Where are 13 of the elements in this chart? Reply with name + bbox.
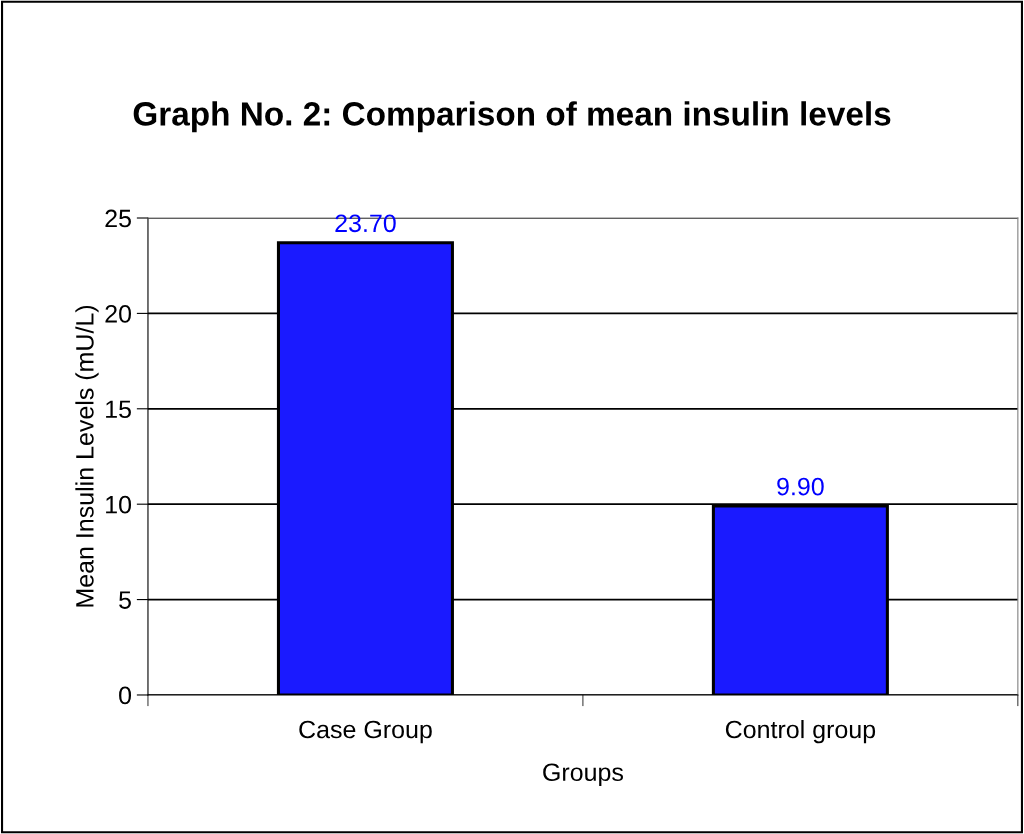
x-tick-label: Case Group bbox=[299, 720, 432, 744]
x-tick-label: Control group bbox=[725, 719, 876, 744]
chart-title: Graph No. 2: Comparison of mean insulin levels bbox=[133, 101, 891, 133]
data-label: 23.70 bbox=[335, 214, 396, 233]
x-axis-title: Groups bbox=[543, 763, 623, 787]
y-tick-label: 15 bbox=[106, 400, 131, 419]
y-tick-label: 10 bbox=[106, 495, 132, 514]
y-tick-label: 20 bbox=[105, 305, 132, 323]
data-label: 9.90 bbox=[777, 477, 824, 496]
y-tick-label: 5 bbox=[119, 591, 131, 609]
y-tick-label: 0 bbox=[119, 686, 132, 705]
y-tick-label: 25 bbox=[105, 209, 131, 228]
y-axis-title: Mean Insulin Levels (mU/L) bbox=[75, 305, 99, 607]
